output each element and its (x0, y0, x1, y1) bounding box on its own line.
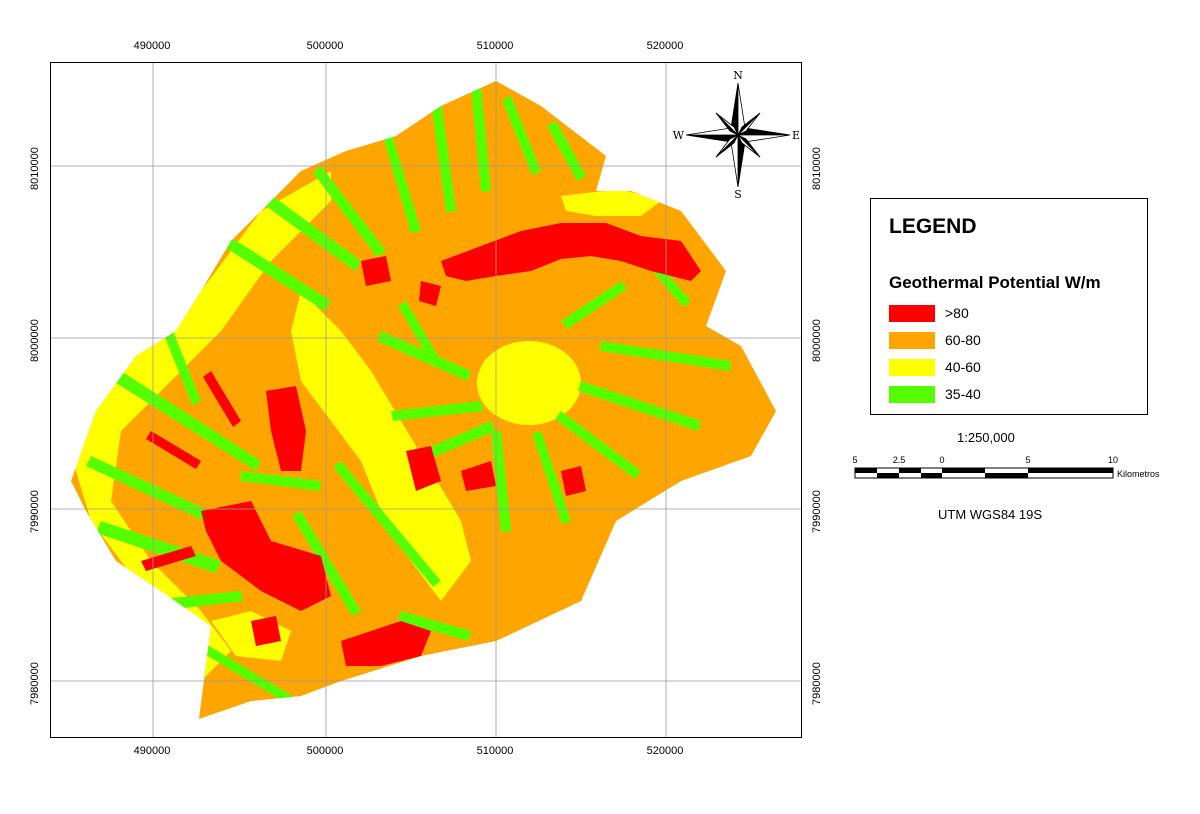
compass-w-label: W (673, 129, 685, 142)
legend-box: LEGEND Geothermal Potential W/m >80 60-8… (870, 198, 1148, 415)
legend-swatch-green (889, 385, 935, 403)
y-tick-label-left: 7980000 (29, 662, 41, 705)
x-tick-label-bottom: 510000 (476, 745, 514, 757)
compass-n-label: N (733, 69, 743, 82)
legend-item: 40-60 (889, 357, 981, 377)
compass-e-label: E (792, 129, 800, 142)
legend-title: LEGEND (889, 215, 977, 238)
legend-swatch-red (889, 304, 935, 322)
legend-item: 60-80 (889, 330, 981, 350)
scale-ratio: 1:250,000 (957, 430, 1015, 445)
y-tick-label-left: 8010000 (29, 147, 41, 190)
map-grid (51, 63, 801, 737)
scale-unit: Kilometros (1117, 469, 1160, 479)
legend-swatch-orange (889, 331, 935, 349)
x-tick-label-bottom: 520000 (646, 745, 684, 757)
scale-tick-label: 0 (939, 455, 944, 465)
legend-swatch-yellow (889, 358, 935, 376)
compass-rose-icon: N S E W (673, 69, 800, 201)
y-tick-label-right: 8010000 (811, 147, 823, 190)
legend-subtitle: Geothermal Potential W/m (889, 273, 1101, 292)
scale-tick-label: 2.5 (893, 455, 906, 465)
y-tick-label-left: 8000000 (29, 319, 41, 362)
legend-item: 35-40 (889, 384, 981, 404)
legend-item-label: >80 (945, 305, 969, 321)
compass-s-label: S (734, 188, 742, 201)
projection-label: UTM WGS84 19S (938, 507, 1043, 522)
scale-tick-label: 10 (1108, 455, 1118, 465)
x-tick-label-top: 520000 (646, 40, 684, 52)
scale-bar: 5 2.5 0 5 10 Kilometros (852, 455, 1160, 479)
legend-item: >80 (889, 303, 969, 323)
y-tick-label-right: 7990000 (811, 490, 823, 533)
legend-item-label: 60-80 (945, 332, 981, 348)
geothermal-raster (71, 81, 776, 719)
x-tick-label-bottom: 490000 (133, 745, 171, 757)
legend-item-label: 40-60 (945, 359, 981, 375)
scale-tick-label: 5 (1025, 455, 1030, 465)
scale-tick-label: 5 (852, 455, 857, 465)
map-canvas: N S E W (51, 63, 801, 737)
y-tick-label-left: 7990000 (29, 490, 41, 533)
legend-item-label: 35-40 (945, 386, 981, 402)
x-tick-label-bottom: 500000 (306, 745, 344, 757)
x-tick-label-top: 490000 (133, 40, 171, 52)
y-tick-label-right: 7980000 (811, 662, 823, 705)
x-tick-label-top: 500000 (306, 40, 344, 52)
y-tick-label-right: 8000000 (811, 319, 823, 362)
map-frame: N S E W (50, 62, 802, 738)
x-tick-label-top: 510000 (476, 40, 514, 52)
